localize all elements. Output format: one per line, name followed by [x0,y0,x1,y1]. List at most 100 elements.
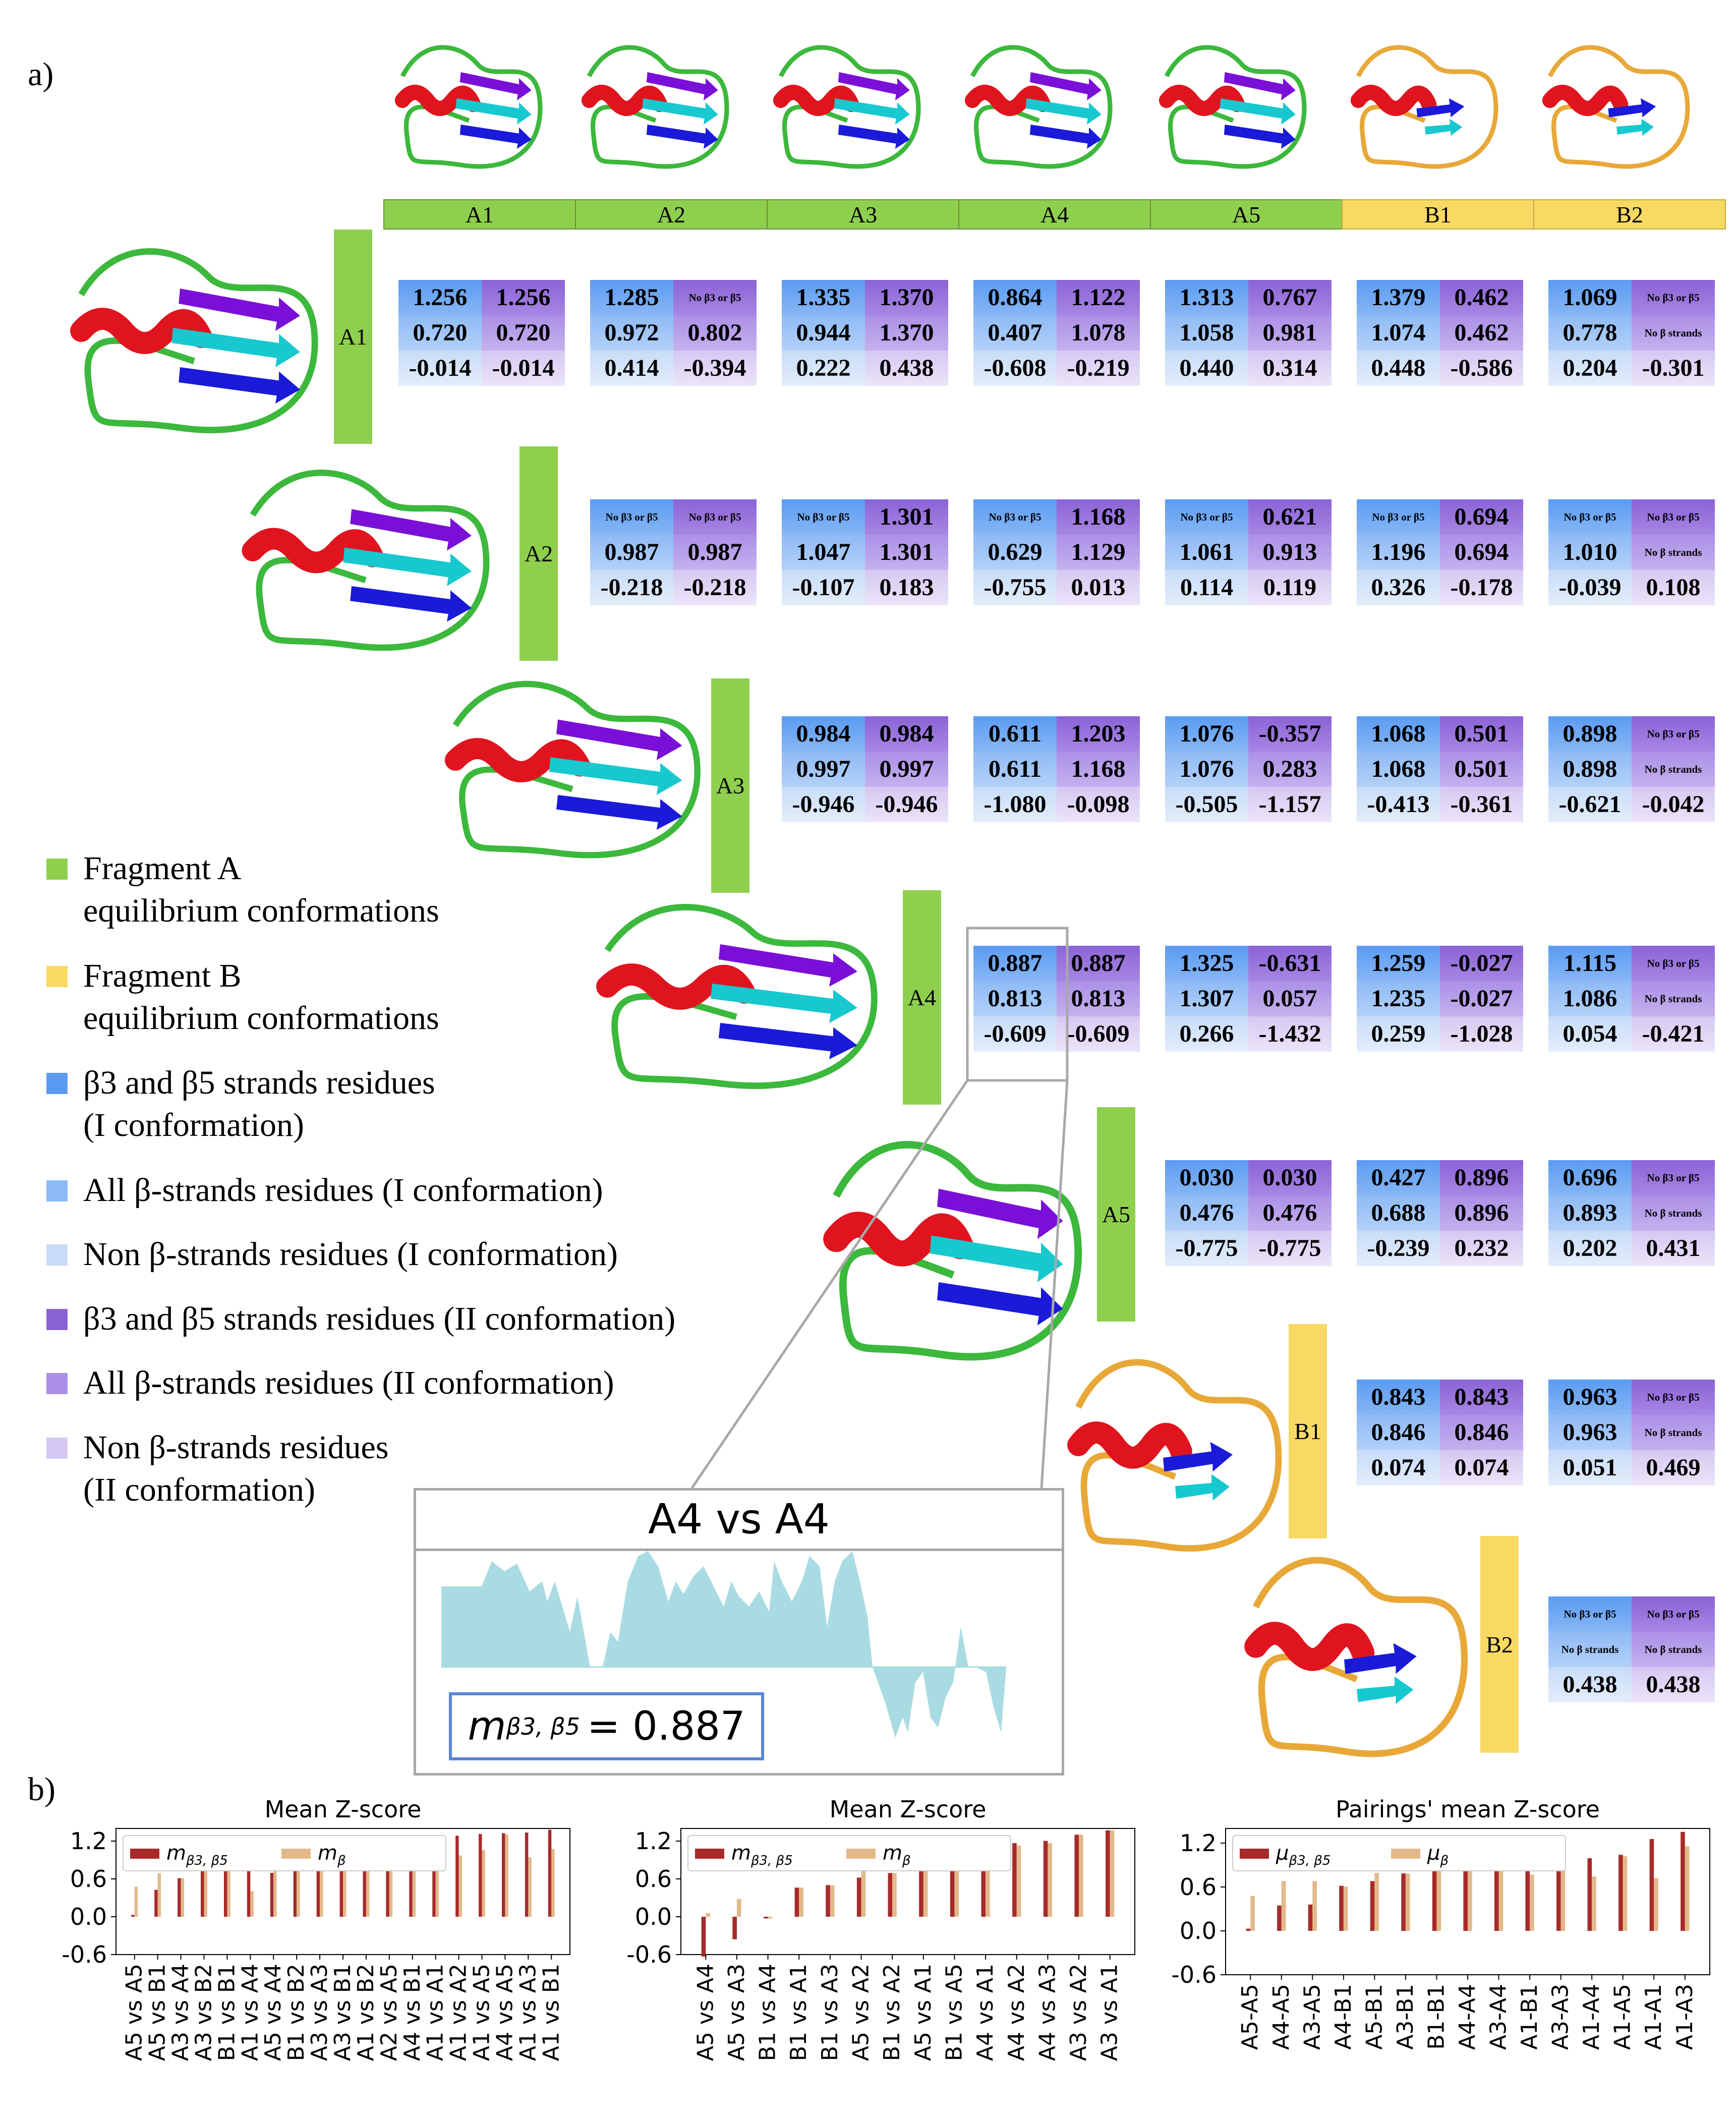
table-a3-vs-b2: 0.898 No β3 or β5 0.898 No β strands -0.621-… [1548,716,1715,822]
y-tick-label: 0.6 [635,1865,672,1893]
column-header-a2: A2 [575,199,768,230]
bar-beta35-4 [826,1885,830,1917]
table-cell: -0.394 [673,351,757,386]
legend-text: Non β-strands residues (I conformation) [83,1236,618,1273]
x-tick-label: A3-B1 [1393,1984,1418,2050]
table-cell: 0.030 [1165,1160,1248,1195]
x-tick-label: A3-A3 [1548,1984,1574,2050]
table-cell: 0.438 [1632,1667,1715,1702]
table-a4-vs-a5: 1.325 -0.631 1.307 0.057 0.266 -1.432 [1165,946,1332,1052]
bar-beta-10 [1560,1858,1566,1931]
table-cell: 0.202 [1548,1231,1632,1266]
bar-beta-1 [157,1873,161,1917]
table-cell: 1.168 [1057,752,1140,787]
column-header-b2: B2 [1533,199,1726,230]
table-cell: -0.361 [1440,787,1523,822]
bar-beta-5 [861,1859,866,1917]
table-a4-vs-b1: 1.259 -0.027 1.235 -0.027 0.259 -1.028 [1357,946,1523,1052]
table-a1-vs-a1: 1.256 1.256 0.720 0.720 -0.014 -0.014 [398,280,565,386]
bar-beta35-7 [919,1868,923,1917]
table-cell: 1.325 [1165,946,1248,981]
table-cell: -0.218 [590,570,673,605]
table-cell: 0.266 [1165,1016,1248,1052]
bar-beta-12 [1079,1835,1083,1917]
table-cell: 0.984 [865,716,948,752]
table-cell: 0.283 [1248,752,1332,787]
table-cell: 0.448 [1357,351,1440,386]
y-tick-label: 0.6 [70,1865,107,1893]
table-cell: 0.462 [1440,280,1523,315]
bar-beta35-4 [223,1863,227,1917]
protein-row-a2 [242,469,490,651]
bar-beta-10 [366,1867,370,1917]
table-cell: 1.370 [865,280,948,315]
table-a2-vs-a3: No β3 or β5 1.301 1.047 1.301 -0.107 0.183 [782,499,948,605]
table-cell: 0.501 [1440,716,1523,752]
table-cell: -1.080 [973,787,1057,822]
table-cell: 0.944 [782,315,865,351]
table-cell: -0.505 [1165,787,1248,822]
table-cell: 0.057 [1248,981,1332,1016]
table-b1-vs-b2: 0.963 No β3 or β5 0.963 No β strands 0.051 0.… [1548,1380,1715,1485]
bar-beta-9 [1530,1874,1534,1931]
bar-beta35-11 [386,1849,389,1917]
table-cell: 0.987 [673,535,757,570]
table-cell: 0.476 [1165,1195,1248,1231]
table-cell: No β3 or β5 [1165,499,1248,535]
table-cell: 0.972 [590,315,673,351]
y-tick-label: 0.0 [70,1903,107,1930]
bar-beta35-12 [409,1837,413,1917]
plot-frame [680,1828,1135,1955]
table-cell: No β3 or β5 [1632,716,1715,752]
bar-beta35-9 [339,1849,343,1917]
legend-label: μβ3, β5 [1276,1842,1330,1868]
table-a3-vs-a5: 1.076 -0.357 1.076 0.283 -0.505 -1.157 [1165,716,1332,822]
y-tick-label: 1.2 [70,1827,107,1855]
table-cell: No β3 or β5 [1548,499,1632,535]
table-cell: 0.846 [1357,1415,1440,1450]
y-tick-label: -0.6 [1171,1961,1217,1988]
table-cell: No β strands [1632,315,1715,351]
bar-beta-2 [181,1878,184,1917]
bar-beta35-16 [502,1833,505,1917]
x-tick-label: A1 vs A2 [446,1964,472,2061]
table-cell: No β strands [1632,535,1715,570]
bar-beta-12 [412,1839,416,1917]
bar-beta35-18 [548,1829,552,1917]
table-cell: 0.462 [1440,315,1523,351]
table-cell: -0.107 [782,570,865,605]
table-cell: 1.068 [1357,716,1440,752]
x-tick-label: A5 vs A2 [848,1964,874,2061]
x-tick-label: A5 vs A4 [260,1964,286,2061]
table-cell: 0.114 [1165,570,1248,605]
legend-swatch [46,966,68,987]
protein-top-b1 [1350,45,1498,169]
table-cell: 0.963 [1548,1380,1632,1415]
inset-m-label: m [468,1703,506,1749]
table-cell: 0.629 [973,535,1057,570]
table-cell: 0.813 [973,981,1057,1016]
chart-title: Pairings' mean Z-score [1336,1796,1600,1823]
bar-beta-4 [830,1885,835,1917]
x-tick-label: B1 vs A3 [817,1964,843,2061]
zscore-fill [441,1551,1006,1738]
inset-value: = 0.887 [587,1703,745,1749]
bar-beta35-4 [1370,1881,1375,1931]
table-cell: 0.054 [1548,1016,1632,1052]
table-cell: -0.301 [1632,351,1715,386]
inset-title: A4 vs A4 [416,1491,1062,1551]
y-tick-label: 0.0 [1180,1917,1217,1944]
chart-pairings-mean-zscore: Pairings' mean Z-score 1.2 0.6 0.0 -0.6 A5-A5… [1171,1796,1710,2050]
table-cell: -0.239 [1357,1231,1440,1266]
inset-subscript: β3, β5 [506,1712,581,1740]
table-a2-vs-a4: No β3 or β5 1.168 0.629 1.129 -0.755 0.013 [973,499,1140,605]
x-tick-label: A1 vs A4 [237,1964,263,2061]
x-tick-label: A1 vs A1 [423,1964,448,2061]
table-cell: 0.843 [1440,1380,1523,1415]
table-cell: -0.014 [398,351,482,386]
table-cell: No β strands [1632,752,1715,787]
table-a5-vs-b2: 0.696 No β3 or β5 0.893 No β strands 0.202 0.… [1548,1160,1715,1266]
table-a3-vs-b1: 1.068 0.501 1.068 0.501 -0.413 -0.361 [1357,716,1523,822]
